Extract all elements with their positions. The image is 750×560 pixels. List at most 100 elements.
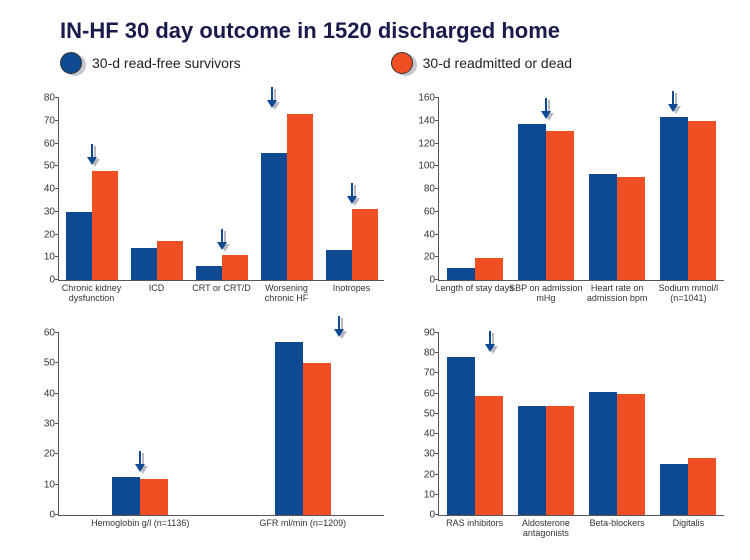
bar-series2 xyxy=(352,209,378,280)
bar-group: Inotropes xyxy=(319,98,384,280)
y-tick: 70 xyxy=(405,368,435,379)
y-tick: 80 xyxy=(405,348,435,359)
bar-series2 xyxy=(688,458,716,515)
bar-series2 xyxy=(688,121,716,280)
bar-group: GFR ml/min (n=1209) xyxy=(222,333,385,515)
bar-group: Sodium mmol/l (n=1041) xyxy=(653,98,724,280)
y-tick: 10 xyxy=(25,479,55,490)
bar-series2 xyxy=(157,241,183,280)
significance-arrow-icon xyxy=(333,315,345,337)
y-tick: 50 xyxy=(405,408,435,419)
bar-series2 xyxy=(546,131,574,280)
x-label: Aldosterone antagonists xyxy=(507,519,585,539)
bar-series2 xyxy=(475,258,503,280)
y-tick: 30 xyxy=(405,449,435,460)
x-label: GFR ml/min (n=1209) xyxy=(213,519,392,529)
bar-group: Chronic kidney dysfunction xyxy=(59,98,124,280)
bar-series1 xyxy=(196,266,222,280)
legend-label-1: 30-d read-free survivors xyxy=(92,55,241,71)
y-tick: 20 xyxy=(25,449,55,460)
y-tick: 20 xyxy=(25,229,55,240)
y-tick: 20 xyxy=(405,252,435,263)
y-tick: 50 xyxy=(25,161,55,172)
y-tick: 10 xyxy=(405,489,435,500)
legend-item-1: 30-d read-free survivors xyxy=(60,52,241,74)
bar-series2 xyxy=(546,406,574,515)
legend-swatch-1 xyxy=(60,52,82,74)
y-tick: 40 xyxy=(25,388,55,399)
y-tick: 160 xyxy=(405,93,435,104)
bar-series2 xyxy=(617,177,645,281)
y-tick: 50 xyxy=(25,358,55,369)
x-label: Worsening chronic HF xyxy=(251,284,323,304)
y-tick: 60 xyxy=(405,388,435,399)
y-tick: 40 xyxy=(405,429,435,440)
bar-group: Worsening chronic HF xyxy=(254,98,319,280)
x-label: Hemoglobin g/l (n=1136) xyxy=(51,519,230,529)
bar-series1 xyxy=(660,117,688,280)
y-tick: 80 xyxy=(405,184,435,195)
bar-series1 xyxy=(275,342,303,515)
x-label: ICD xyxy=(121,284,193,294)
significance-arrow-icon xyxy=(484,330,496,352)
bar-group: Length of stay days xyxy=(439,98,510,280)
y-tick: 140 xyxy=(405,115,435,126)
bar-series2 xyxy=(140,479,168,515)
x-label: Inotropes xyxy=(316,284,388,294)
bar-series1 xyxy=(66,212,92,280)
x-label: Beta-blockers xyxy=(578,519,656,529)
y-tick: 80 xyxy=(25,93,55,104)
y-tick: 100 xyxy=(405,161,435,172)
bar-series1 xyxy=(518,406,546,515)
legend: 30-d read-free survivors 30-d readmitted… xyxy=(60,52,572,74)
y-tick: 40 xyxy=(405,229,435,240)
significance-arrow-icon xyxy=(216,228,228,250)
bar-group: Heart rate on admission bpm xyxy=(582,98,653,280)
chart-bottom-left: 0102030405060Hemoglobin g/l (n=1136)GFR … xyxy=(20,325,390,550)
bar-series1 xyxy=(447,357,475,515)
x-label: Sodium mmol/l (n=1041) xyxy=(649,284,727,304)
x-label: CRT or CRT/D xyxy=(186,284,258,294)
y-tick: 0 xyxy=(405,510,435,521)
x-label: Length of stay days xyxy=(435,284,513,294)
bar-group: CRT or CRT/D xyxy=(189,98,254,280)
x-label: Digitalis xyxy=(649,519,727,529)
significance-arrow-icon xyxy=(134,450,146,472)
chart-bottom-right: 0102030405060708090RAS inhibitorsAldoste… xyxy=(400,325,730,550)
bar-series1 xyxy=(326,250,352,280)
bar-series1 xyxy=(589,174,617,280)
bar-series1 xyxy=(112,477,140,515)
y-tick: 60 xyxy=(25,138,55,149)
bar-series2 xyxy=(303,363,331,515)
x-label: RAS inhibitors xyxy=(435,519,513,529)
bar-group: ICD xyxy=(124,98,189,280)
bar-series2 xyxy=(287,114,313,280)
significance-arrow-icon xyxy=(86,143,98,165)
bar-series1 xyxy=(131,248,157,280)
bar-series2 xyxy=(92,171,118,280)
legend-label-2: 30-d readmitted or dead xyxy=(423,55,572,71)
y-tick: 0 xyxy=(405,275,435,286)
chart-top-left: 01020304050607080Chronic kidney dysfunct… xyxy=(20,90,390,315)
bar-series1 xyxy=(589,392,617,515)
y-tick: 70 xyxy=(25,115,55,126)
legend-item-2: 30-d readmitted or dead xyxy=(391,52,572,74)
y-tick: 90 xyxy=(405,328,435,339)
panels-grid: 0 10 20 30 40 50 60 70 80 Chronic kidney dysfunct… xyxy=(20,90,730,550)
bar-series2 xyxy=(222,255,248,280)
bar-group: Hemoglobin g/l (n=1136) xyxy=(59,333,222,515)
bar-series1 xyxy=(660,464,688,515)
bar-group: RAS inhibitors xyxy=(439,333,510,515)
bar-series1 xyxy=(261,153,287,280)
y-tick: 60 xyxy=(405,206,435,217)
bar-group: SBP on admission mHg xyxy=(510,98,581,280)
bar-group: Aldosterone antagonists xyxy=(510,333,581,515)
bar-group: Digitalis xyxy=(653,333,724,515)
bar-series1 xyxy=(447,268,475,281)
x-label: Chronic kidney dysfunction xyxy=(56,284,128,304)
y-tick: 10 xyxy=(25,252,55,263)
legend-swatch-2 xyxy=(391,52,413,74)
y-tick: 120 xyxy=(405,138,435,149)
x-label: SBP on admission mHg xyxy=(507,284,585,304)
x-label: Heart rate on admission bpm xyxy=(578,284,656,304)
